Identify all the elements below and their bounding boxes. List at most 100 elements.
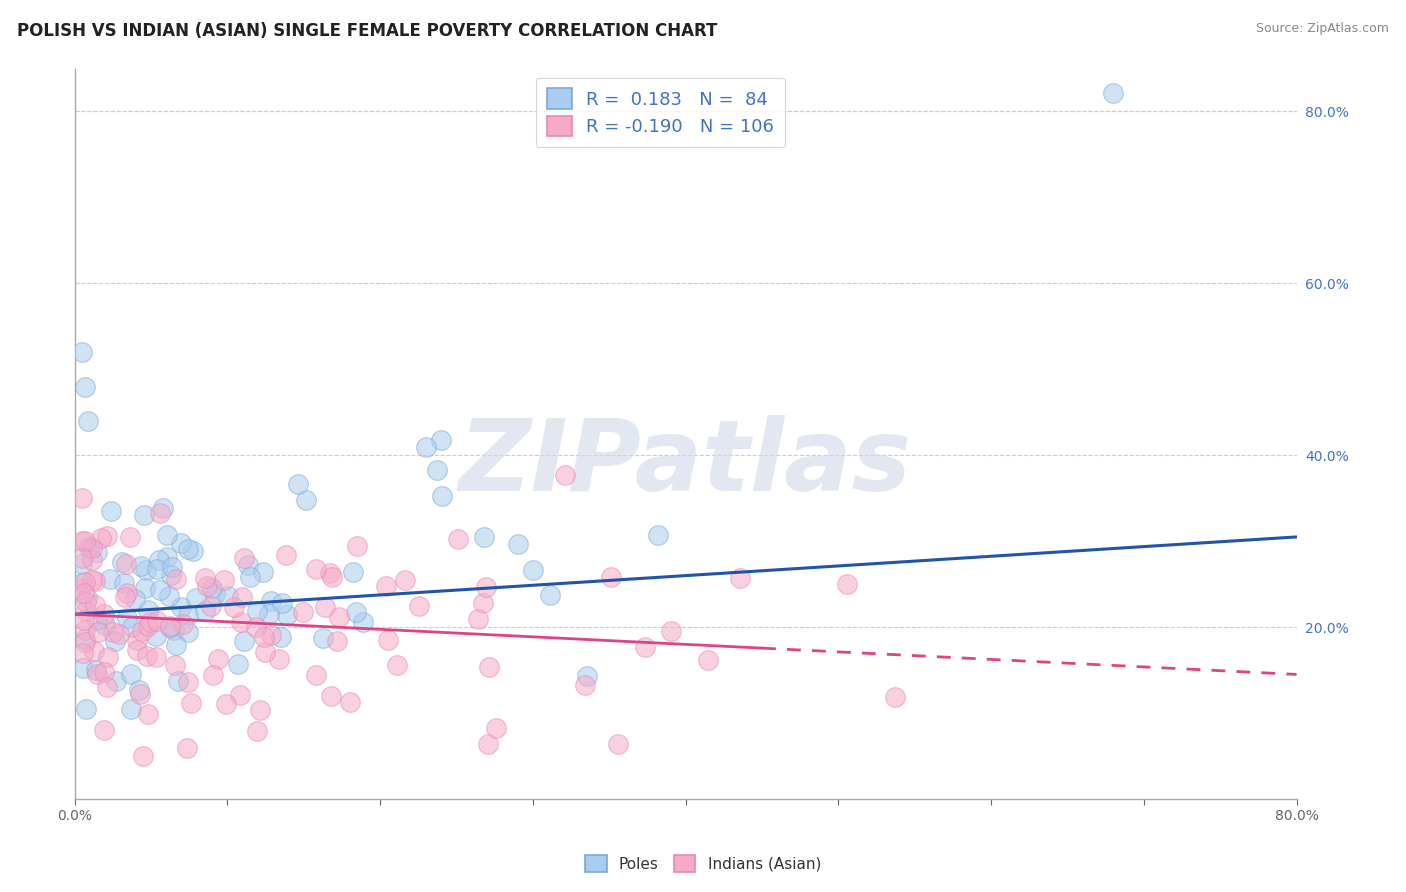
Point bbox=[120, 701, 142, 715]
Point bbox=[108, 627, 131, 641]
Point bbox=[86, 545, 108, 559]
Point bbox=[165, 572, 187, 586]
Point bbox=[352, 615, 374, 629]
Point bbox=[84, 598, 107, 612]
Point bbox=[75, 604, 97, 618]
Point bbox=[93, 723, 115, 738]
Point bbox=[162, 560, 184, 574]
Point bbox=[177, 608, 200, 623]
Point bbox=[115, 586, 138, 600]
Point bbox=[146, 614, 169, 628]
Point bbox=[276, 548, 298, 562]
Point bbox=[477, 737, 499, 751]
Point bbox=[342, 565, 364, 579]
Point bbox=[120, 666, 142, 681]
Point bbox=[239, 570, 262, 584]
Point bbox=[104, 673, 127, 688]
Point bbox=[159, 619, 181, 633]
Point bbox=[145, 562, 167, 576]
Point bbox=[249, 702, 271, 716]
Point bbox=[83, 644, 105, 658]
Point bbox=[166, 674, 188, 689]
Point bbox=[212, 573, 235, 587]
Point bbox=[415, 440, 437, 454]
Point bbox=[145, 650, 167, 665]
Point bbox=[72, 558, 94, 572]
Point bbox=[73, 586, 96, 600]
Point bbox=[149, 582, 172, 597]
Point bbox=[172, 616, 194, 631]
Point bbox=[328, 610, 350, 624]
Point bbox=[169, 536, 191, 550]
Point bbox=[287, 477, 309, 491]
Point bbox=[312, 631, 335, 645]
Point bbox=[374, 579, 396, 593]
Point bbox=[884, 690, 907, 704]
Point bbox=[269, 652, 291, 666]
Point bbox=[165, 638, 187, 652]
Point bbox=[659, 624, 682, 639]
Point bbox=[200, 599, 222, 613]
Point bbox=[253, 630, 276, 644]
Point bbox=[408, 599, 430, 613]
Point bbox=[430, 433, 453, 447]
Point bbox=[599, 570, 621, 584]
Point bbox=[837, 576, 859, 591]
Point bbox=[73, 635, 96, 649]
Point bbox=[160, 567, 183, 582]
Point bbox=[127, 642, 149, 657]
Point bbox=[75, 379, 97, 393]
Point bbox=[96, 680, 118, 694]
Point bbox=[163, 657, 186, 672]
Point bbox=[101, 625, 124, 640]
Point bbox=[82, 541, 104, 556]
Point bbox=[202, 668, 225, 682]
Point bbox=[346, 539, 368, 553]
Point bbox=[125, 633, 148, 648]
Point bbox=[181, 544, 204, 558]
Point bbox=[326, 633, 349, 648]
Point bbox=[475, 580, 498, 594]
Point bbox=[633, 640, 655, 654]
Point bbox=[132, 749, 155, 764]
Point bbox=[472, 530, 495, 544]
Point bbox=[104, 634, 127, 648]
Point bbox=[1102, 86, 1125, 100]
Point bbox=[128, 683, 150, 698]
Point bbox=[430, 490, 453, 504]
Point bbox=[204, 586, 226, 600]
Point bbox=[305, 562, 328, 576]
Point bbox=[385, 657, 408, 672]
Point bbox=[136, 603, 159, 617]
Point bbox=[575, 669, 598, 683]
Point bbox=[467, 612, 489, 626]
Point bbox=[229, 615, 252, 629]
Point bbox=[70, 533, 93, 548]
Point bbox=[94, 618, 117, 632]
Point bbox=[156, 527, 179, 541]
Point bbox=[194, 571, 217, 585]
Point bbox=[72, 551, 94, 566]
Point bbox=[72, 661, 94, 675]
Point bbox=[96, 529, 118, 543]
Point bbox=[184, 591, 207, 605]
Point bbox=[697, 653, 720, 667]
Point bbox=[145, 629, 167, 643]
Point bbox=[321, 570, 343, 584]
Text: ZIPatlas: ZIPatlas bbox=[460, 415, 912, 511]
Point bbox=[163, 623, 186, 637]
Point bbox=[177, 541, 200, 556]
Point bbox=[70, 582, 93, 596]
Point bbox=[134, 581, 156, 595]
Point bbox=[149, 506, 172, 520]
Legend: R =  0.183   N =  84, R = -0.190   N = 106: R = 0.183 N = 84, R = -0.190 N = 106 bbox=[536, 78, 785, 147]
Point bbox=[90, 532, 112, 546]
Point bbox=[136, 707, 159, 722]
Point bbox=[177, 624, 200, 639]
Point bbox=[647, 527, 669, 541]
Point bbox=[574, 678, 596, 692]
Point bbox=[257, 607, 280, 621]
Point bbox=[115, 611, 138, 625]
Text: Source: ZipAtlas.com: Source: ZipAtlas.com bbox=[1256, 22, 1389, 36]
Point bbox=[321, 689, 343, 703]
